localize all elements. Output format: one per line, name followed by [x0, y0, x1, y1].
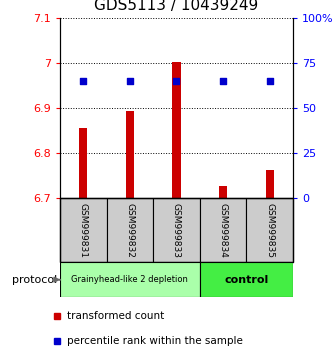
Bar: [219, 185, 227, 198]
Text: GSM999832: GSM999832: [125, 202, 135, 258]
Bar: [60, 262, 200, 297]
Bar: [172, 62, 181, 198]
Point: [81, 78, 86, 84]
Bar: [265, 170, 274, 198]
Text: GSM999834: GSM999834: [218, 202, 228, 258]
Bar: [107, 198, 153, 262]
Text: protocol: protocol: [12, 275, 58, 285]
Bar: [60, 198, 107, 262]
Text: Grainyhead-like 2 depletion: Grainyhead-like 2 depletion: [72, 275, 188, 284]
Bar: [200, 198, 246, 262]
Text: control: control: [224, 275, 268, 285]
Text: transformed count: transformed count: [67, 311, 164, 321]
Text: GSM999835: GSM999835: [265, 202, 274, 258]
Point: [174, 78, 179, 84]
Point: [220, 78, 226, 84]
Text: percentile rank within the sample: percentile rank within the sample: [67, 336, 242, 346]
Point: [267, 78, 272, 84]
Bar: [153, 198, 200, 262]
Title: GDS5113 / 10439249: GDS5113 / 10439249: [94, 0, 259, 13]
Text: GSM999833: GSM999833: [172, 202, 181, 258]
Point: [127, 78, 133, 84]
Bar: [200, 262, 293, 297]
Bar: [246, 198, 293, 262]
Text: GSM999831: GSM999831: [79, 202, 88, 258]
Bar: [79, 128, 88, 198]
Bar: [126, 111, 134, 198]
